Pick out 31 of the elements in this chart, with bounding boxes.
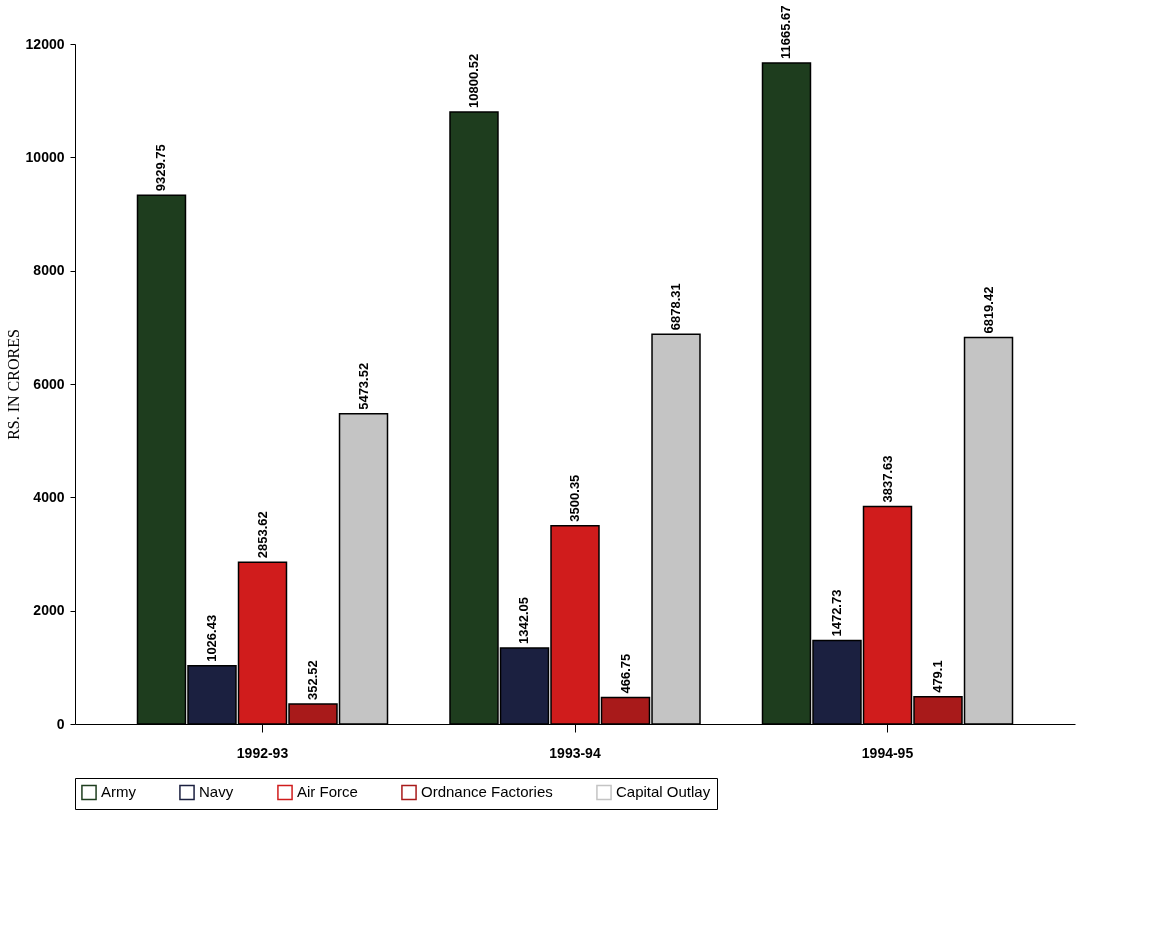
y-tick-label: 12000 — [25, 35, 65, 52]
data-label: 352.52 — [305, 660, 321, 701]
y-tick-label: 4000 — [33, 488, 65, 505]
data-label: 1472.73 — [828, 589, 844, 637]
data-label: 2853.62 — [254, 511, 270, 559]
x-tick-label: 1994-95 — [861, 744, 914, 761]
data-label: 479.1 — [930, 660, 946, 693]
x-tick-label: 1992-93 — [236, 744, 289, 761]
data-label: 6819.42 — [980, 286, 996, 334]
y-tick-label: 10000 — [25, 148, 65, 165]
data-label: 9329.75 — [153, 144, 169, 192]
legend-label: Army — [101, 783, 137, 801]
data-label: 1342.05 — [516, 596, 532, 644]
legend-label: Ordnance Factories — [421, 783, 553, 801]
data-label: 3837.63 — [879, 455, 895, 503]
y-tick-label: 8000 — [33, 262, 65, 279]
legend-label: Navy — [199, 783, 234, 801]
data-label: 3500.35 — [567, 474, 582, 522]
data-label: 5473.52 — [355, 362, 371, 410]
data-label: 11665.67 — [778, 5, 794, 59]
data-label: 6878.31 — [668, 283, 684, 331]
legend-label: Capital Outlay — [616, 783, 711, 801]
y-tick-label: 0 — [56, 715, 65, 732]
data-label: 466.75 — [617, 653, 633, 694]
legend-label: Air Force — [297, 783, 358, 801]
y-axis-title: RS. IN CRORES — [4, 329, 22, 440]
data-label: 10800.52 — [465, 53, 481, 108]
y-tick-label: 2000 — [33, 602, 65, 619]
y-tick-label: 6000 — [33, 375, 65, 392]
x-tick-label: 1993-94 — [549, 744, 601, 761]
data-label: 1026.43 — [203, 614, 219, 662]
